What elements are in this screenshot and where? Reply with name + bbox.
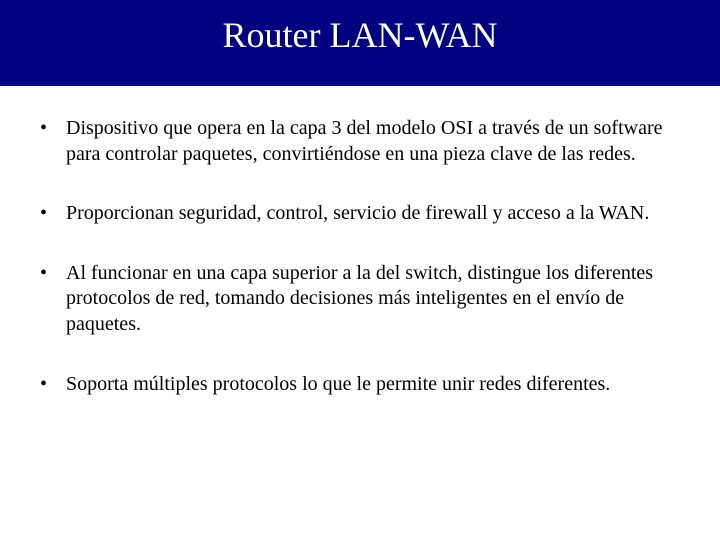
slide-content: Dispositivo que opera en la capa 3 del m… (0, 86, 720, 397)
slide-title: Router LAN-WAN (0, 14, 720, 56)
list-item: Dispositivo que opera en la capa 3 del m… (30, 116, 690, 167)
title-bar: Router LAN-WAN (0, 0, 720, 86)
bullet-list: Dispositivo que opera en la capa 3 del m… (30, 116, 690, 397)
list-item: Al funcionar en una capa superior a la d… (30, 261, 690, 338)
list-item: Proporcionan seguridad, control, servici… (30, 201, 690, 227)
list-item: Soporta múltiples protocolos lo que le p… (30, 372, 690, 398)
